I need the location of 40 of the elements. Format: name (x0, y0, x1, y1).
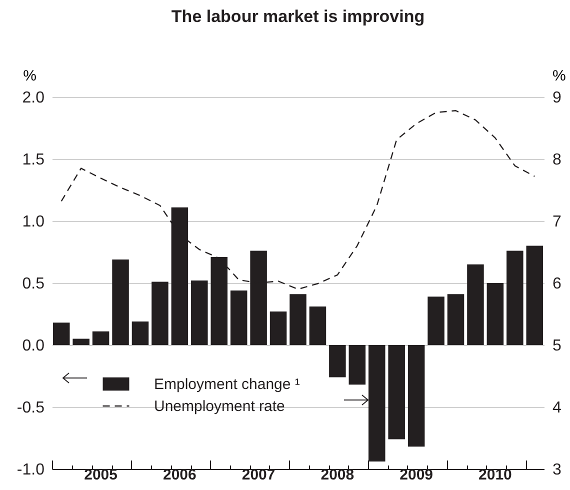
bar (348, 345, 366, 385)
y2-tick-label: 4 (552, 400, 562, 416)
bar (428, 296, 444, 345)
y-axis-title: % (23, 68, 36, 84)
bar (447, 294, 464, 345)
y-tick-label: 0.5 (22, 276, 45, 292)
y-tick-label: 0.0 (22, 338, 45, 354)
y2-tick-label: 8 (552, 152, 562, 168)
bar (52, 322, 70, 345)
y-tick-label: 1.5 (22, 152, 45, 168)
y-tick-label: -1.0 (16, 462, 45, 478)
y2-tick-label: 9 (552, 90, 562, 106)
bar (112, 259, 129, 345)
y2-tick-label: 6 (552, 276, 562, 292)
y2-axis-title: % (552, 68, 566, 84)
bar (309, 306, 326, 345)
y2-tick-label: 3 (552, 462, 562, 478)
bar (329, 345, 346, 378)
y-tick-label: -0.5 (16, 400, 45, 416)
y-tick-label: 1.0 (22, 214, 45, 230)
bar (230, 290, 248, 345)
bar (191, 280, 208, 345)
bar (152, 282, 168, 345)
bar (506, 250, 524, 345)
legend-label: Unemployment rate (154, 398, 285, 415)
bar (408, 345, 425, 447)
bar (270, 312, 287, 345)
y2-tick-label: 7 (552, 214, 562, 230)
bar (290, 294, 306, 345)
bar (467, 264, 484, 345)
bar (526, 246, 544, 345)
chart-title: The labour market is improving (171, 7, 425, 26)
y2-tick-label: 5 (552, 338, 562, 354)
bar (388, 345, 405, 440)
bar (72, 338, 90, 345)
legend-label: Employment change ¹ (154, 376, 300, 393)
bar (132, 321, 149, 345)
y-tick-label: 2.0 (22, 90, 45, 106)
bar (486, 283, 504, 345)
bar (92, 331, 110, 345)
